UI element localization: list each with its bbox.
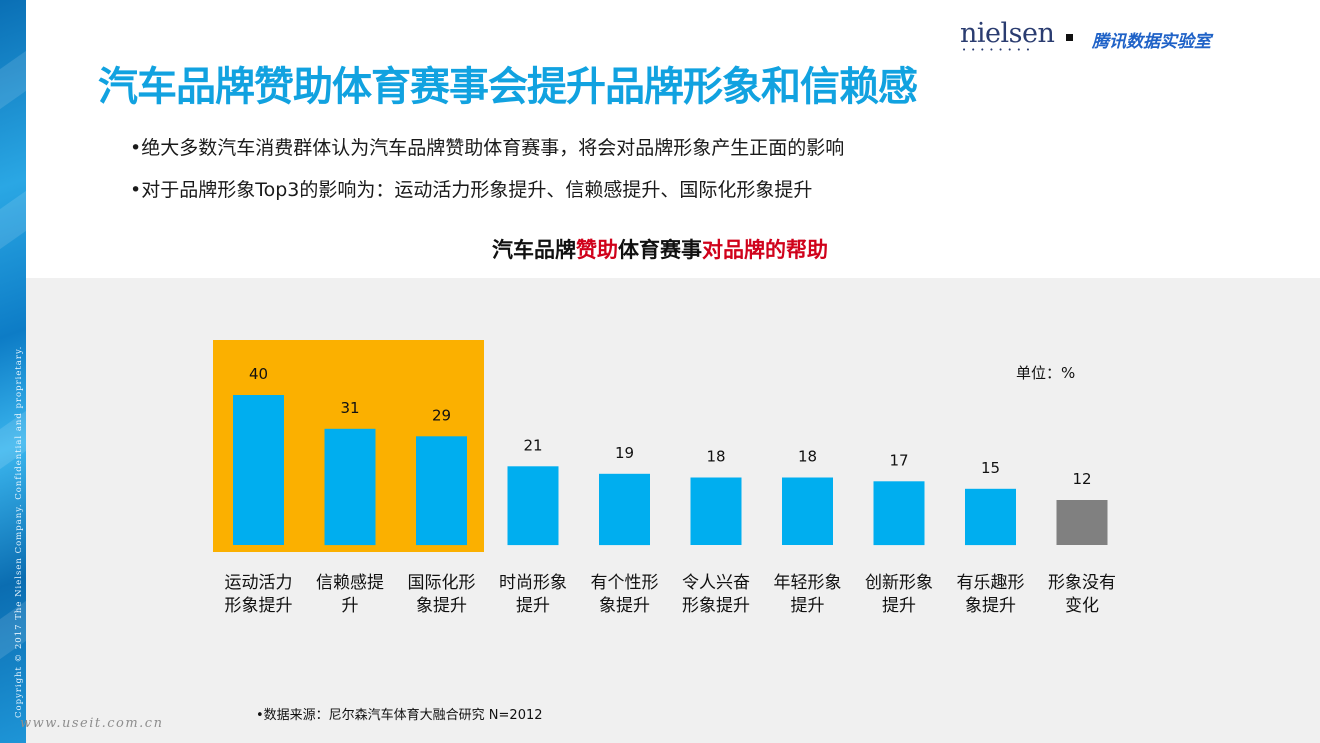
category-label-2-line-1: 象提升 xyxy=(416,596,467,616)
chart-title-part-3: 体育赛事 xyxy=(618,238,702,262)
category-label-7-line-1: 提升 xyxy=(882,596,916,616)
bar-9 xyxy=(1056,500,1108,545)
data-source-note: •数据来源：尼尔森汽车体育大融合研究 N=2012 xyxy=(256,708,543,723)
chart-title-part-4: 对品牌的帮助 xyxy=(702,238,828,262)
data-label-6: 18 xyxy=(798,448,817,466)
bullet-point-2: •对于品牌形象Top3的影响为：运动活力形象提升、信赖感提升、国际化形象提升 xyxy=(130,179,813,201)
category-label-9-line-0: 形象没有 xyxy=(1048,573,1116,593)
decorative-sidebar xyxy=(0,0,26,743)
category-label-1-line-1: 升 xyxy=(342,596,359,616)
nielsen-logo-dots: •••••••• xyxy=(962,46,1036,54)
data-label-9: 12 xyxy=(1072,470,1091,488)
category-label-0-line-0: 运动活力 xyxy=(225,573,293,593)
chart-title-part-1: 汽车品牌 xyxy=(492,238,576,262)
category-label-6-line-0: 年轻形象 xyxy=(774,573,842,593)
data-label-0: 40 xyxy=(249,365,268,383)
category-label-3-line-1: 提升 xyxy=(516,596,550,616)
data-label-1: 31 xyxy=(340,399,359,417)
category-label-2-line-0: 国际化形 xyxy=(408,573,476,593)
chart-title: 汽车品牌赞助体育赛事对品牌的帮助 xyxy=(0,234,1320,264)
bar-6 xyxy=(782,477,833,545)
page-title: 汽车品牌赞助体育赛事会提升品牌形象和信赖感 xyxy=(98,64,918,110)
data-label-4: 19 xyxy=(615,444,634,462)
bar-0 xyxy=(233,395,284,545)
nielsen-logo: nielsen xyxy=(960,18,1055,49)
data-label-3: 21 xyxy=(523,436,542,454)
data-label-2: 29 xyxy=(432,406,451,424)
bar-2 xyxy=(416,436,467,546)
category-label-8-line-0: 有乐趣形 xyxy=(957,573,1025,593)
watermark: www.useit.com.cn xyxy=(20,716,164,731)
bullet-point-1: •绝大多数汽车消费群体认为汽车品牌赞助体育赛事，将会对品牌形象产生正面的影响 xyxy=(130,137,845,159)
bar-5 xyxy=(690,477,742,545)
category-label-4-line-1: 象提升 xyxy=(599,596,650,616)
unit-label: 单位：% xyxy=(1016,364,1076,382)
tencent-data-lab-logo: 腾讯数据实验室 xyxy=(1092,32,1211,52)
category-label-5-line-0: 令人兴奋 xyxy=(682,573,750,593)
bar-1 xyxy=(324,428,376,546)
data-label-8: 15 xyxy=(981,459,1000,477)
logo-separator xyxy=(1066,34,1073,41)
category-label-9-line-1: 变化 xyxy=(1065,596,1099,616)
category-label-0-line-1: 形象提升 xyxy=(225,596,293,616)
bar-4 xyxy=(599,473,650,546)
data-label-5: 18 xyxy=(706,448,725,466)
chart-title-part-2: 赞助 xyxy=(576,238,618,262)
category-label-1-line-0: 信赖感提 xyxy=(316,573,384,593)
category-label-8-line-1: 象提升 xyxy=(965,596,1016,616)
bar-8 xyxy=(965,488,1016,546)
bar-7 xyxy=(873,481,925,546)
category-label-7-line-0: 创新形象 xyxy=(865,573,933,593)
data-label-7: 17 xyxy=(889,451,908,469)
category-label-4-line-0: 有个性形 xyxy=(591,573,659,593)
bar-3 xyxy=(507,466,559,546)
category-label-6-line-1: 提升 xyxy=(791,596,825,616)
category-label-5-line-1: 形象提升 xyxy=(682,596,750,616)
category-label-3-line-0: 时尚形象 xyxy=(499,573,567,593)
